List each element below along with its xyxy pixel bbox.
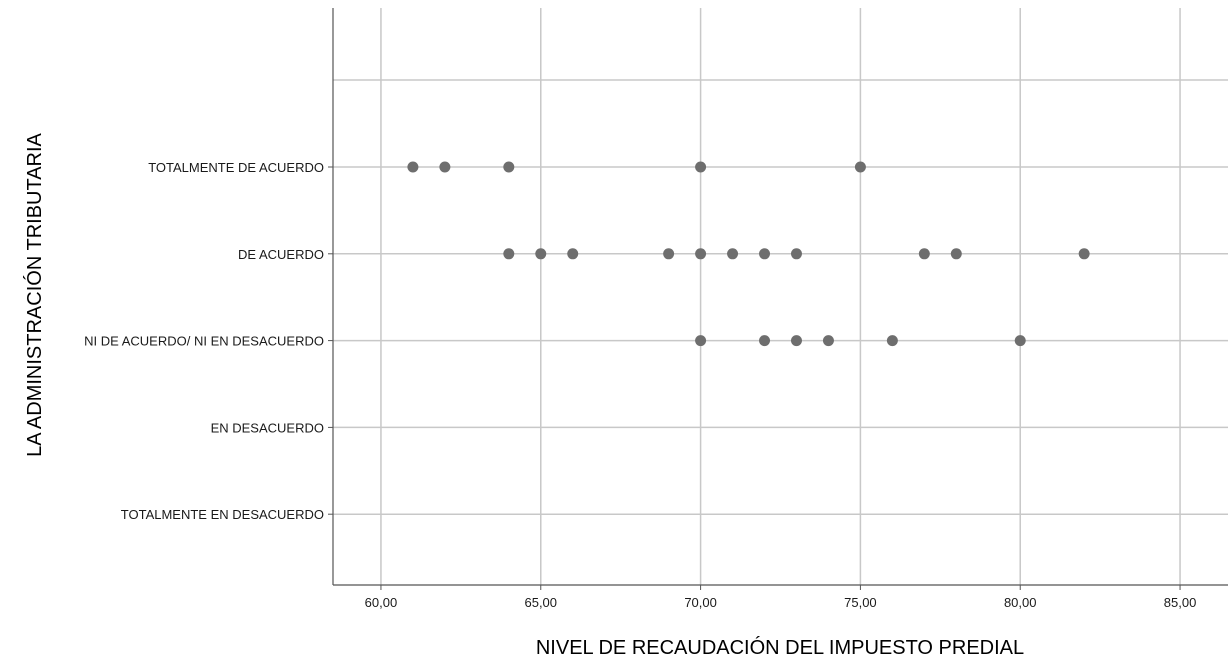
data-point bbox=[759, 248, 771, 260]
x-tick-label: 85,00 bbox=[1164, 595, 1197, 610]
data-points bbox=[407, 161, 1090, 347]
x-tick-label: 65,00 bbox=[524, 595, 557, 610]
data-point bbox=[790, 248, 802, 260]
data-point bbox=[918, 248, 930, 260]
x-tick-label: 70,00 bbox=[684, 595, 717, 610]
data-point bbox=[1014, 335, 1026, 347]
data-point bbox=[822, 335, 834, 347]
data-point bbox=[695, 335, 707, 347]
x-tick-label: 60,00 bbox=[365, 595, 398, 610]
data-point bbox=[886, 335, 898, 347]
y-tick-label: TOTALMENTE EN DESACUERDO bbox=[121, 507, 324, 522]
data-point bbox=[535, 248, 547, 260]
data-point bbox=[950, 248, 962, 260]
data-point bbox=[695, 161, 707, 173]
data-point bbox=[695, 248, 707, 260]
y-tick-labels: TOTALMENTE EN DESACUERDO EN DESACUERDO NI … bbox=[84, 160, 324, 522]
x-axis-title: NIVEL DE RECAUDACIÓN DEL IMPUESTO PREDIA… bbox=[536, 636, 1024, 659]
y-tick-label: TOTALMENTE DE ACUERDO bbox=[148, 160, 324, 175]
data-point bbox=[567, 248, 579, 260]
data-point bbox=[439, 161, 451, 173]
data-point bbox=[503, 248, 515, 260]
axes bbox=[332, 8, 1228, 586]
y-tick-marks bbox=[328, 166, 333, 515]
data-point bbox=[407, 161, 419, 173]
data-point bbox=[1078, 248, 1090, 260]
data-point bbox=[727, 248, 739, 260]
y-axis-title: LA ADMINISTRACIÓN TRIBUTARIA bbox=[23, 132, 46, 456]
x-tick-labels: 60,00 65,00 70,00 75,00 80,00 85,00 bbox=[365, 595, 1197, 610]
x-tick-marks bbox=[380, 585, 1181, 590]
vertical-gridlines bbox=[380, 8, 1181, 585]
x-tick-label: 80,00 bbox=[1004, 595, 1037, 610]
y-tick-label: DE ACUERDO bbox=[238, 247, 324, 262]
data-point bbox=[759, 335, 771, 347]
data-point bbox=[790, 335, 802, 347]
data-point bbox=[503, 161, 515, 173]
horizontal-gridlines bbox=[333, 166, 1228, 515]
data-point bbox=[854, 161, 866, 173]
y-tick-label: NI DE ACUERDO/ NI EN DESACUERDO bbox=[84, 334, 324, 349]
x-tick-label: 75,00 bbox=[844, 595, 877, 610]
y-tick-label: EN DESACUERDO bbox=[211, 420, 324, 435]
data-point bbox=[663, 248, 675, 260]
